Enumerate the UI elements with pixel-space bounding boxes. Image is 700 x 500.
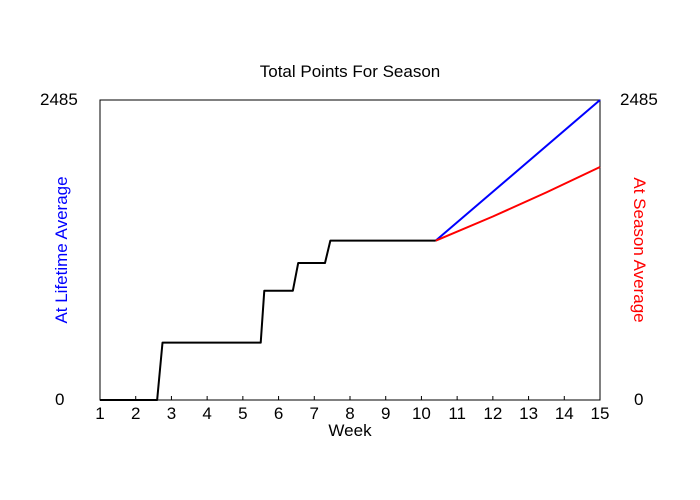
x-tick-label: 2 xyxy=(131,404,140,423)
y-axis-label-right: At Season Average xyxy=(630,177,649,323)
y-tick-left-min: 0 xyxy=(55,390,65,409)
x-tick-label: 7 xyxy=(310,404,319,423)
x-axis-label: Week xyxy=(328,421,372,440)
y-tick-left-max: 2485 xyxy=(40,90,78,109)
x-tick-label: 1 xyxy=(95,404,104,423)
x-tick-label: 14 xyxy=(555,404,574,423)
x-tick-label: 5 xyxy=(238,404,247,423)
x-tick-label: 4 xyxy=(202,404,211,423)
x-tick-label: 11 xyxy=(448,404,466,423)
y-axis-label-left: At Lifetime Average xyxy=(52,176,71,324)
y-tick-right-min: 0 xyxy=(634,390,644,409)
x-tick-label: 10 xyxy=(412,404,431,423)
x-axis-ticks: 1 2 3 4 5 6 7 8 9 10 11 12 13 14 15 xyxy=(95,396,609,423)
series-line-actual xyxy=(100,239,436,401)
x-tick-label: 9 xyxy=(381,404,390,423)
series-lines xyxy=(100,99,601,401)
series-line-at-lifetime-average xyxy=(435,99,601,242)
series-line-at-season-average xyxy=(435,166,601,242)
x-tick-label: 6 xyxy=(274,404,283,423)
x-tick-label: 8 xyxy=(345,404,354,423)
chart-title: Total Points For Season xyxy=(259,62,441,81)
x-tick-label: 12 xyxy=(483,404,502,423)
x-tick-label: 15 xyxy=(591,404,610,423)
x-tick-label: 3 xyxy=(167,404,176,423)
x-tick-label: 13 xyxy=(519,404,538,423)
plot-area-frame xyxy=(99,99,601,401)
y-tick-right-max: 2485 xyxy=(620,90,658,109)
